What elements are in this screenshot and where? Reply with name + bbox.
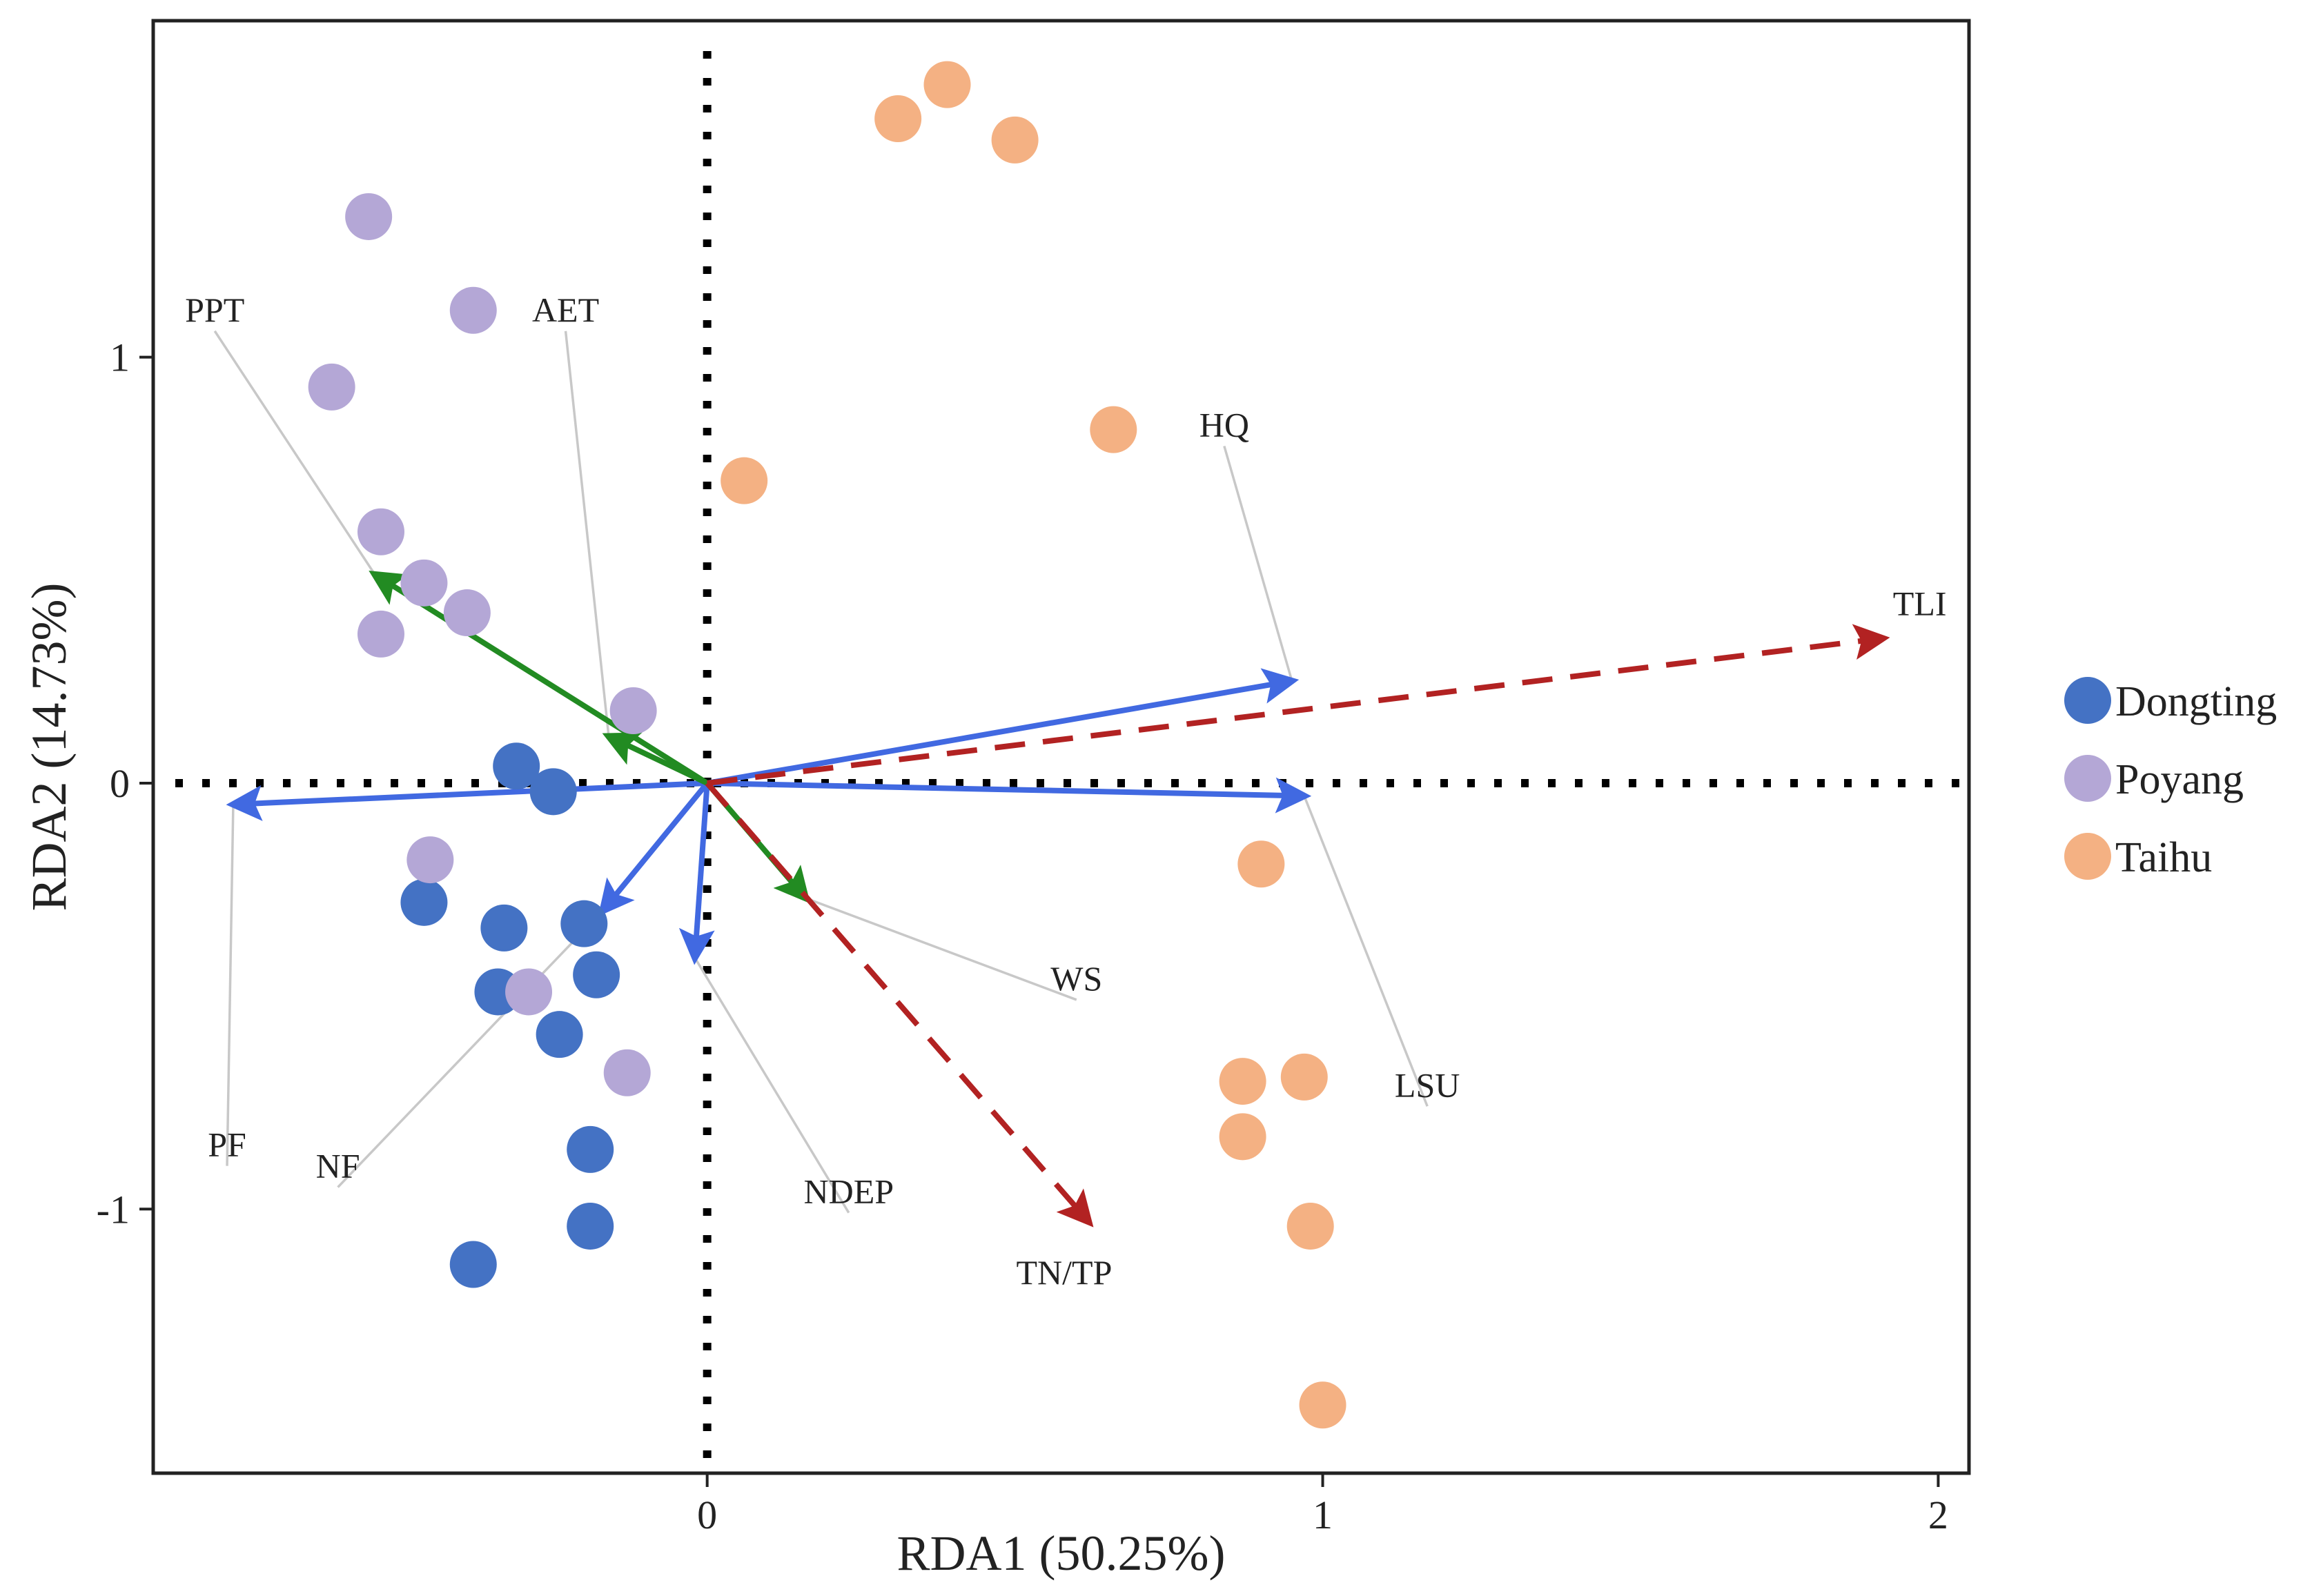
reference-lines-layer: [175, 51, 1961, 1466]
vector-tn-tp: [705, 781, 1094, 1228]
point-dongting-7: [573, 951, 620, 998]
vector-label-hq: HQ: [1199, 405, 1249, 444]
y-tick-label-1: -1: [97, 1187, 130, 1232]
point-dongting-11: [449, 1241, 497, 1288]
vector-label-tn-tp: TN/TP: [1017, 1253, 1113, 1292]
vector-pf: [226, 780, 707, 821]
legend-swatch-poyang: [2064, 755, 2111, 802]
point-taihu-4: [1090, 406, 1137, 453]
point-taihu-10: [1286, 1202, 1334, 1250]
legend-label-dongting: Dongting: [2115, 678, 2277, 725]
point-dongting-2: [529, 768, 577, 816]
label-leaders-layer: [213, 330, 1429, 1214]
points-layer: [308, 61, 1346, 1429]
point-taihu-5: [721, 457, 768, 504]
point-taihu-7: [1219, 1058, 1266, 1105]
leader-pf: [226, 804, 235, 1166]
point-poyang-6: [443, 589, 491, 637]
leader-ndep: [694, 957, 850, 1214]
point-poyang-11: [603, 1049, 651, 1096]
point-taihu-3: [991, 116, 1039, 164]
point-poyang-7: [357, 610, 404, 658]
vector-label-nf: NF: [316, 1147, 360, 1185]
point-poyang-4: [357, 508, 404, 555]
y-tick-label-1: 1: [110, 335, 130, 380]
vector-hq: [706, 668, 1300, 786]
vector-label-ppt: PPT: [185, 290, 244, 329]
point-poyang-1: [345, 193, 393, 240]
point-taihu-8: [1280, 1053, 1328, 1101]
point-taihu-2: [874, 95, 922, 142]
point-taihu-9: [1219, 1113, 1266, 1161]
point-taihu-6: [1237, 840, 1285, 888]
leader-aet: [564, 331, 610, 737]
vector-label-ws: WS: [1050, 959, 1102, 998]
point-poyang-10: [505, 968, 553, 1016]
x-tick-label-1: 1: [1313, 1492, 1333, 1537]
x-axis-title: RDA1 (50.25%): [897, 1526, 1226, 1581]
vector-aet: [602, 732, 709, 786]
leader-ppt: [213, 330, 376, 575]
plot-frame: [151, 19, 1971, 1475]
vector-tli: [707, 624, 1890, 786]
leader-nf: [337, 909, 604, 1188]
vector-ndep: [678, 782, 715, 965]
vector-label-aet: AET: [532, 290, 599, 329]
legend-label-poyang: Poyang: [2115, 756, 2244, 803]
point-dongting-3: [400, 878, 448, 926]
vector-label-ndep: NDEP: [804, 1172, 894, 1211]
point-taihu-11: [1299, 1381, 1346, 1429]
vector-label-pf: PF: [208, 1125, 246, 1164]
vector-label-tli: TLI: [1893, 584, 1947, 623]
vector-label-lsu: LSU: [1395, 1065, 1460, 1104]
point-dongting-6: [560, 900, 608, 947]
legend: Dongting Poyang Taihu: [2064, 677, 2277, 881]
point-dongting-8: [536, 1011, 583, 1058]
point-dongting-4: [480, 904, 528, 952]
axes-layer: 0 1 2 1 0 -1: [97, 19, 1971, 1537]
leader-hq: [1223, 445, 1293, 682]
leader-lsu: [1303, 795, 1429, 1107]
point-taihu-1: [923, 61, 971, 108]
legend-label-taihu: Taihu: [2115, 834, 2212, 881]
leader-ws: [805, 897, 1077, 1001]
point-poyang-5: [400, 559, 448, 607]
vectors-layer: [226, 570, 1890, 1228]
point-poyang-9: [406, 836, 454, 884]
point-dongting-10: [567, 1202, 614, 1250]
point-dongting-1: [493, 742, 540, 790]
y-axis-title: RDA2 (14.73%): [21, 583, 77, 912]
labels-layer: HQ LSU PF NF NDEP PPT AET WS TLI TN/TP: [185, 290, 1946, 1292]
legend-swatch-taihu: [2064, 833, 2111, 880]
point-dongting-9: [567, 1125, 614, 1173]
x-tick-label-2: 2: [1928, 1492, 1948, 1537]
vector-lsu: [707, 777, 1312, 814]
point-poyang-3: [308, 363, 355, 411]
vector-nf: [598, 781, 709, 917]
point-poyang-2: [449, 286, 497, 334]
x-tick-label-0: 0: [697, 1492, 717, 1537]
y-tick-label-0: 0: [110, 761, 130, 806]
legend-swatch-dongting: [2064, 677, 2111, 724]
vector-ppt: [369, 570, 709, 786]
point-poyang-8: [609, 687, 657, 735]
